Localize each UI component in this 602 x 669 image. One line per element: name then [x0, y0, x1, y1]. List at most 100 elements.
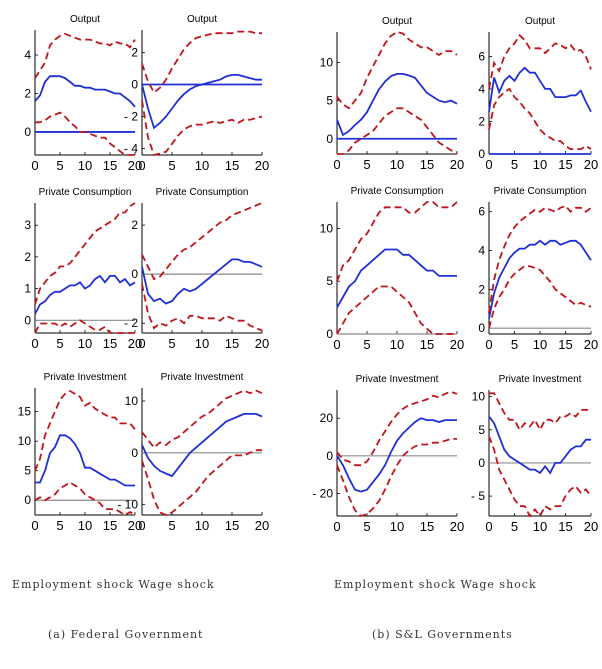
- y-tick-label: 0: [24, 313, 31, 327]
- upper-band-line: [336, 390, 458, 467]
- lower-band-line: [488, 265, 592, 329]
- y-tick-label: 5: [478, 423, 485, 437]
- y-tick-label: 0: [131, 77, 138, 91]
- lower-band-line: [34, 319, 135, 334]
- x-tick-label: 10: [533, 337, 547, 352]
- x-tick-label: 5: [56, 158, 63, 173]
- lower-band-line: [141, 449, 262, 516]
- median-line: [141, 74, 262, 130]
- x-tick-label: 10: [390, 157, 404, 172]
- x-tick-label: 20: [584, 519, 598, 534]
- lower-band-line: [141, 283, 263, 332]
- x-tick-label: 20: [128, 336, 142, 351]
- x-tick-label: 20: [584, 157, 598, 172]
- x-tick-label: 15: [558, 337, 572, 352]
- y-tick-label: 6: [478, 49, 485, 63]
- panel-title: Private Investment: [356, 374, 439, 385]
- x-tick-label: 0: [138, 336, 145, 351]
- y-tick-label: - 2: [124, 110, 138, 124]
- panel-title: Private Consumption: [156, 187, 249, 198]
- x-tick-label: 5: [56, 518, 63, 533]
- lower-band-line: [336, 437, 457, 518]
- y-tick-label: 0: [131, 267, 138, 281]
- x-tick-label: 15: [103, 518, 117, 533]
- y-tick-label: 4: [478, 82, 485, 96]
- lower-band-line: [34, 481, 136, 517]
- x-tick-label: 20: [450, 337, 464, 352]
- x-tick-label: 20: [584, 337, 598, 352]
- y-tick-label: - 5: [471, 489, 485, 503]
- upper-band-line: [34, 32, 136, 79]
- y-tick-label: 0: [131, 446, 138, 460]
- y-tick-label: 10: [320, 56, 334, 70]
- x-tick-label: 15: [558, 157, 572, 172]
- x-tick-label: 15: [420, 337, 434, 352]
- x-tick-label: 15: [225, 336, 239, 351]
- x-tick-label: 20: [450, 519, 464, 534]
- x-tick-label: 10: [195, 158, 209, 173]
- median-line: [35, 434, 135, 487]
- y-tick-label: 10: [125, 394, 139, 408]
- median-line: [336, 248, 457, 309]
- panel-title: Output: [187, 14, 217, 25]
- lower-band-line: [488, 436, 592, 518]
- x-tick-label: 5: [511, 519, 518, 534]
- x-tick-label: 0: [31, 518, 38, 533]
- x-tick-label: 0: [333, 337, 340, 352]
- right-group-caption: (b) S&L Governments: [372, 628, 513, 641]
- y-tick-label: - 20: [312, 486, 333, 500]
- y-tick-label: 1: [24, 282, 31, 296]
- x-tick-label: 20: [128, 518, 142, 533]
- lower-band-line: [35, 111, 135, 156]
- x-tick-label: 10: [195, 518, 209, 533]
- panel-12: Private Investment 0 5 10 15 20 - 5 0 5 10: [471, 374, 598, 534]
- x-tick-label: 5: [56, 336, 63, 351]
- x-tick-label: 10: [390, 337, 404, 352]
- median-line: [488, 66, 592, 113]
- x-tick-label: 0: [333, 157, 340, 172]
- x-tick-label: 0: [485, 157, 492, 172]
- y-tick-label: 0: [478, 147, 485, 161]
- y-tick-label: 20: [320, 411, 334, 425]
- upper-band-line: [34, 202, 136, 305]
- x-tick-label: 10: [390, 519, 404, 534]
- y-tick-label: - 10: [117, 498, 138, 512]
- median-line: [141, 258, 263, 305]
- y-tick-label: 2: [478, 282, 485, 296]
- x-tick-label: 0: [485, 519, 492, 534]
- x-tick-label: 10: [78, 158, 92, 173]
- y-tick-label: 3: [24, 218, 31, 232]
- median-line: [488, 415, 591, 475]
- x-tick-label: 10: [195, 336, 209, 351]
- y-tick-label: 2: [24, 86, 31, 100]
- x-tick-label: 10: [533, 519, 547, 534]
- x-tick-label: 5: [363, 157, 370, 172]
- median-line: [336, 73, 458, 137]
- x-tick-label: 10: [533, 157, 547, 172]
- panel-3: Output 0 5 10 15 20 0 5 10: [320, 16, 465, 172]
- y-tick-label: 0: [326, 449, 333, 463]
- y-tick-label: 0: [478, 321, 485, 335]
- x-tick-label: 10: [78, 336, 92, 351]
- x-tick-label: 5: [168, 158, 175, 173]
- y-tick-label: 5: [24, 464, 31, 478]
- x-tick-label: 0: [31, 336, 38, 351]
- panel-title: Output: [382, 16, 412, 27]
- x-tick-label: 5: [363, 337, 370, 352]
- y-tick-label: 0: [326, 132, 333, 146]
- y-tick-label: 10: [320, 221, 334, 235]
- x-tick-label: 20: [255, 518, 269, 533]
- x-tick-label: 0: [138, 158, 145, 173]
- panel-title: Private Investment: [161, 372, 244, 383]
- panel-title: Output: [70, 14, 100, 25]
- left-column-caption: Employment shock Wage shock: [12, 578, 215, 591]
- lower-band-line: [141, 100, 263, 157]
- x-tick-label: 5: [363, 519, 370, 534]
- panel-title: Private Investment: [499, 374, 582, 385]
- x-tick-label: 15: [558, 519, 572, 534]
